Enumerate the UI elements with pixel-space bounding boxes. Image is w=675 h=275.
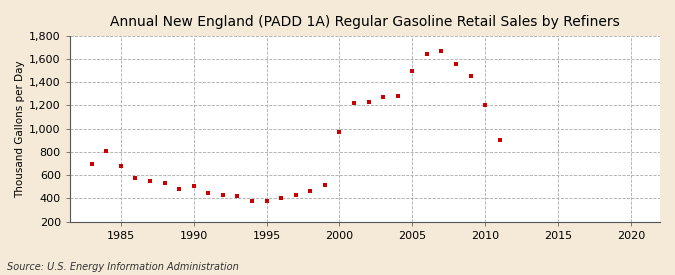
Title: Annual New England (PADD 1A) Regular Gasoline Retail Sales by Refiners: Annual New England (PADD 1A) Regular Gas… bbox=[110, 15, 620, 29]
Y-axis label: Thousand Gallons per Day: Thousand Gallons per Day bbox=[15, 60, 25, 197]
Text: Source: U.S. Energy Information Administration: Source: U.S. Energy Information Administ… bbox=[7, 262, 238, 272]
